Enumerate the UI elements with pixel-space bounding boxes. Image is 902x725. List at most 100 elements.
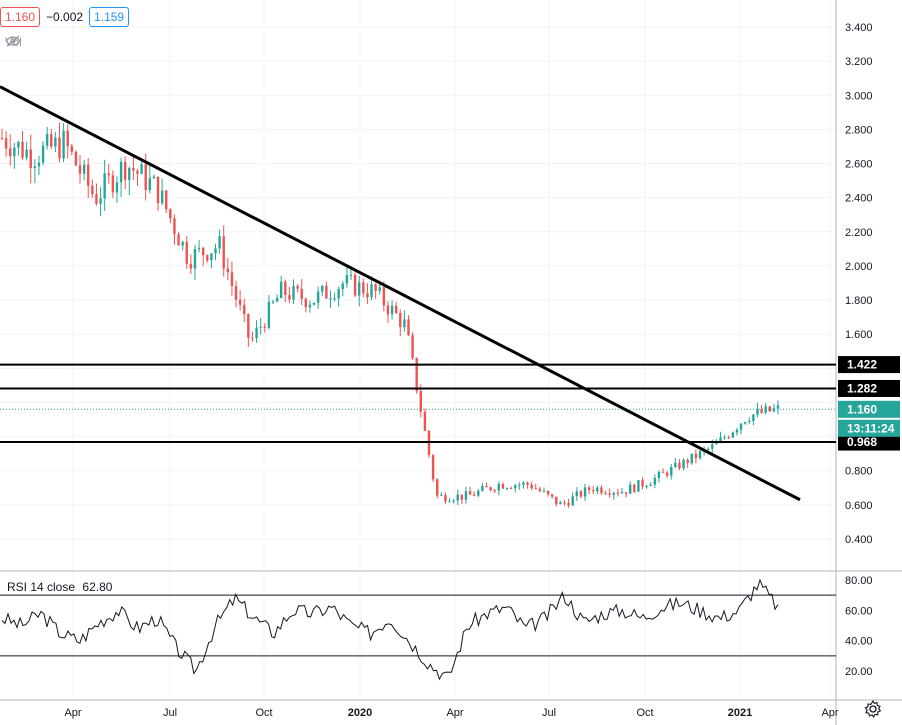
price-axis-tick: 0.600 (845, 500, 873, 512)
countdown-label-bg (838, 419, 900, 437)
price-axis-tick: 3.400 (845, 22, 873, 34)
candle-body (275, 297, 279, 302)
candle-body (136, 170, 139, 174)
candle-body (665, 472, 669, 476)
candle-body (41, 145, 45, 163)
candle-body (739, 423, 743, 430)
candle-body (185, 241, 188, 264)
candle-body (288, 295, 291, 300)
candle-body (78, 165, 82, 174)
candle-body (181, 241, 184, 246)
level-2-label-bg (838, 379, 900, 397)
candle-body (711, 444, 714, 449)
candle-body (62, 130, 65, 159)
candle-body (45, 134, 49, 146)
candle-body (592, 490, 595, 492)
candle-body (485, 486, 488, 488)
rsi-legend: RSI 14 close 62.80 (5, 580, 115, 594)
candle-body (0, 137, 4, 139)
candle-body (169, 209, 172, 219)
candle-body (444, 494, 447, 502)
candle-body (456, 494, 459, 501)
price-axis-tick: 2.000 (845, 261, 873, 273)
candle-body (772, 408, 776, 412)
price-axis-tick: 3.000 (845, 90, 873, 102)
candle-body (575, 491, 579, 497)
candle-body (468, 491, 472, 495)
candle-body (657, 471, 661, 479)
candle-body (731, 432, 735, 438)
level-3-label: 0.968 (847, 435, 877, 449)
candle-body (653, 478, 657, 485)
price-axis-tick: 2.200 (845, 227, 873, 239)
settings-gear-icon[interactable] (864, 700, 882, 718)
candle-body (694, 453, 698, 459)
candle-body (210, 253, 213, 261)
rsi-axis-tick: 20.00 (845, 666, 873, 678)
candle-body (596, 487, 599, 492)
candle-body (382, 287, 386, 306)
candle-body (526, 482, 529, 485)
candle-body (534, 488, 537, 490)
candle-body (25, 149, 28, 158)
candle-body (616, 492, 620, 494)
candle-body (633, 484, 636, 492)
candle-body (214, 248, 217, 254)
rsi-line (1, 578, 779, 681)
candle-body (415, 357, 418, 392)
price-axis-tick: 2.600 (845, 159, 873, 171)
candle-body (238, 299, 242, 305)
candle-body (743, 422, 747, 424)
rsi-axis-tick: 80.00 (845, 575, 873, 587)
candle-body (546, 490, 550, 495)
candle-body (234, 286, 238, 300)
candle-body (99, 198, 102, 204)
candle-body (748, 421, 751, 423)
time-axis-label: Oct (636, 707, 653, 719)
candle-body (612, 492, 615, 495)
candle-body (50, 134, 53, 147)
candle-body (370, 284, 373, 298)
candle-body (91, 185, 94, 195)
candle-body (329, 298, 332, 300)
price-axis-tick: 2.800 (845, 124, 873, 136)
time-axis-label: Apr (821, 707, 838, 719)
candle-body (70, 146, 73, 152)
candle-body (686, 459, 689, 464)
candle-body (550, 494, 554, 497)
candle-body (358, 282, 361, 296)
trendline[interactable] (0, 85, 801, 502)
candle-body (682, 459, 685, 469)
candle-body (107, 173, 110, 176)
candle-body (620, 492, 624, 494)
candle-body (29, 149, 32, 169)
candle-body (440, 494, 443, 496)
candle-body (460, 494, 464, 500)
candle-body (325, 285, 328, 299)
level-2-label: 1.282 (847, 381, 877, 395)
rsi-label: RSI 14 close (7, 580, 76, 594)
candle-body (489, 487, 492, 491)
candle-body (222, 236, 225, 269)
candle-body (132, 167, 135, 171)
current-price-label-bg (838, 400, 900, 418)
candle-body (111, 175, 115, 193)
price-axis-tick: 2.400 (845, 193, 873, 205)
current-price-label: 1.160 (847, 402, 877, 416)
candle-body (768, 406, 771, 412)
candle-body (243, 304, 246, 314)
candle-body (362, 282, 365, 294)
candle-body (177, 234, 180, 246)
price-axis-tick: 0.800 (845, 466, 873, 478)
candle-body (37, 162, 41, 167)
candle-body (119, 161, 123, 183)
candle-body (74, 151, 78, 166)
candle-body (600, 487, 603, 494)
candle-body (670, 467, 673, 476)
volume-legend[interactable]: Vol (5, 35, 28, 49)
candle-body (337, 289, 340, 299)
candle-body (197, 247, 201, 249)
candle-body (645, 485, 648, 487)
